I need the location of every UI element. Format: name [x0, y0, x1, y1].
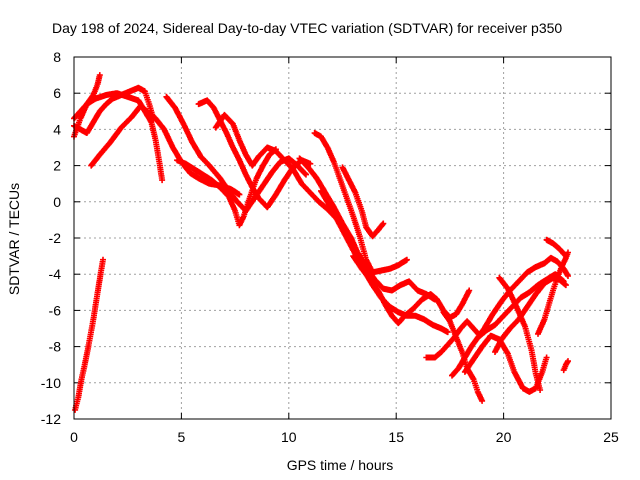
series-arc-13: [339, 164, 387, 240]
x-tick-label: 5: [178, 429, 186, 445]
y-tick-label: 6: [53, 85, 61, 101]
data-point-markers: [195, 97, 314, 211]
chart-title: Day 198 of 2024, Sidereal Day-to-day VTE…: [52, 20, 562, 36]
series-arc-17: [440, 309, 486, 404]
series-arc-9: [174, 146, 279, 229]
series-arc-21: [535, 249, 571, 337]
data-point-markers: [311, 130, 410, 276]
x-tick-label: 25: [603, 429, 619, 445]
data-point-markers: [440, 309, 486, 404]
data-point-markers: [535, 249, 571, 337]
y-tick-label: 4: [53, 121, 61, 137]
x-tick-label: 0: [70, 429, 78, 445]
data-point-markers: [560, 358, 571, 374]
y-axis-title: SDTVAR / TECUs: [6, 183, 22, 295]
x-axis-title: GPS time / hours: [287, 457, 394, 473]
series-arc-7: [195, 97, 314, 211]
y-tick-label: -12: [41, 411, 61, 427]
data-point-markers: [543, 236, 569, 260]
y-tick-label: -2: [49, 230, 62, 246]
y-tick-label: 0: [53, 194, 61, 210]
data-points: [71, 72, 571, 413]
series-arc-1: [72, 256, 106, 413]
data-point-markers: [174, 146, 279, 229]
data-point-markers: [339, 164, 387, 240]
y-tick-label: -8: [49, 339, 62, 355]
x-tick-label: 10: [281, 429, 297, 445]
tick-labels: 0 5 10 15 20 25 -12 -10 -8 -6 -4 -2 0 2 4 6 8: [41, 49, 619, 445]
data-point-markers: [72, 256, 106, 413]
y-tick-label: -10: [41, 375, 61, 391]
y-tick-label: -4: [49, 266, 62, 282]
y-tick-label: 2: [53, 158, 61, 174]
series-arc-23: [560, 358, 571, 374]
y-tick-label: 8: [53, 49, 61, 65]
plot-frame: [73, 56, 612, 420]
x-tick-label: 20: [496, 429, 512, 445]
grid-lines: [74, 57, 611, 419]
x-tick-label: 15: [388, 429, 404, 445]
series-arc-10: [311, 130, 410, 276]
y-tick-label: -6: [49, 302, 62, 318]
series-arc-22: [543, 236, 569, 260]
